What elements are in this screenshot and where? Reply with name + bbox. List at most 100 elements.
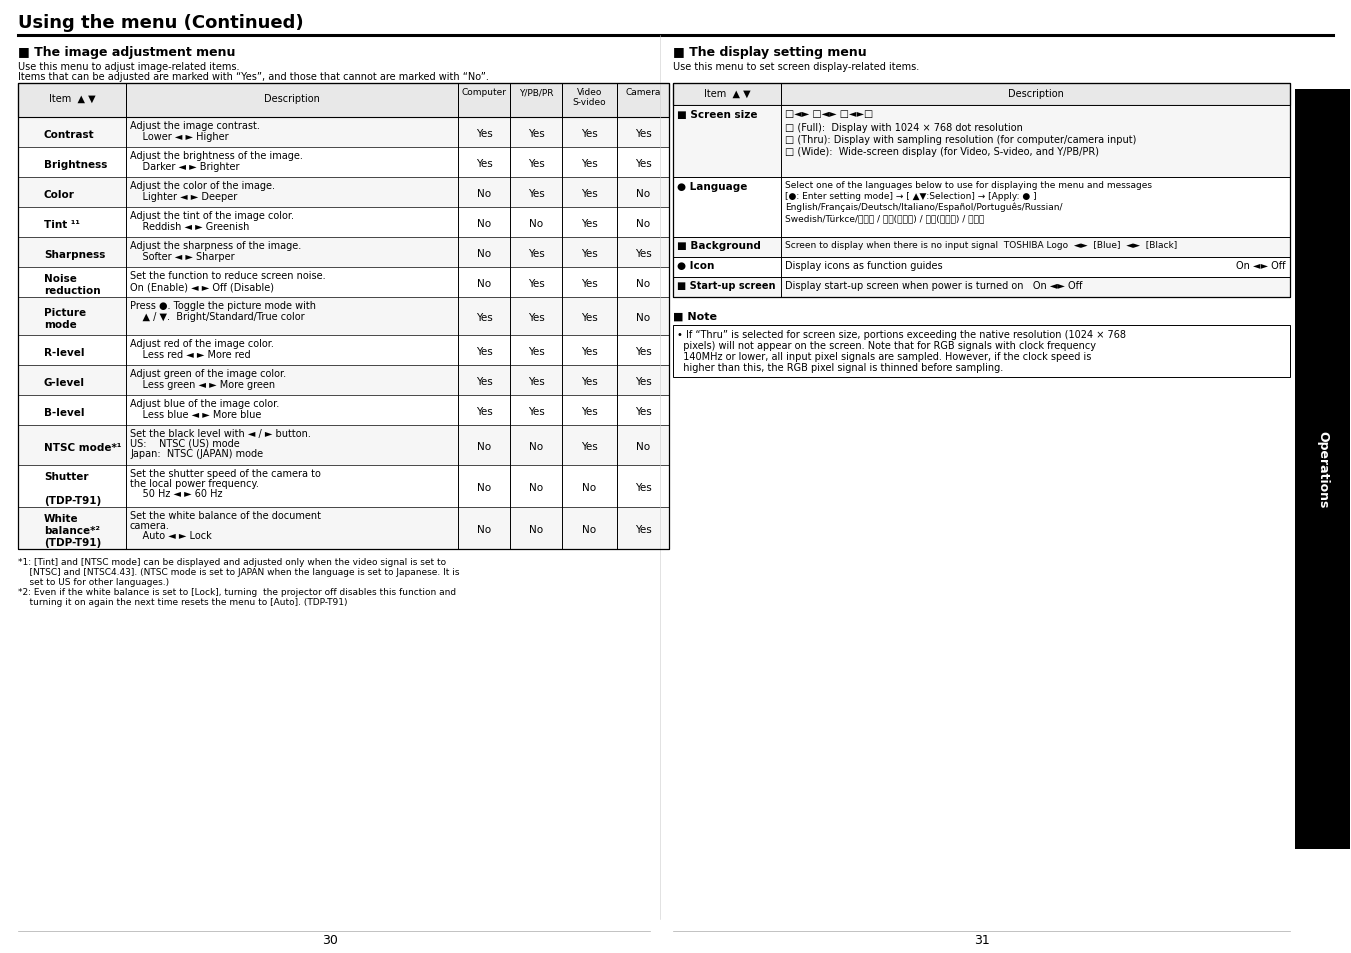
Text: Video
S-video: Video S-video — [573, 88, 607, 108]
Text: (TDP-T91): (TDP-T91) — [45, 496, 101, 505]
Text: Adjust the image contrast.: Adjust the image contrast. — [130, 121, 259, 131]
Text: Description: Description — [263, 94, 320, 104]
Text: ▲ / ▼.  Bright/Standard/True color: ▲ / ▼. Bright/Standard/True color — [130, 312, 304, 322]
Bar — [18, 268, 669, 297]
Text: Set the shutter speed of the camera to: Set the shutter speed of the camera to — [130, 469, 322, 478]
Text: reduction: reduction — [45, 286, 100, 295]
Text: No: No — [530, 524, 543, 535]
Text: Yes: Yes — [581, 313, 598, 323]
Text: Yes: Yes — [635, 407, 651, 416]
Text: Yes: Yes — [528, 249, 544, 258]
Text: G-level: G-level — [45, 377, 85, 388]
Text: NTSC mode*¹: NTSC mode*¹ — [45, 442, 122, 453]
Text: Press ●. Toggle the picture mode with: Press ●. Toggle the picture mode with — [130, 301, 316, 311]
Text: No: No — [582, 524, 597, 535]
Text: Less red ◄ ► More red: Less red ◄ ► More red — [130, 350, 251, 359]
Text: turning it on again the next time resets the menu to [Auto]. (TDP-T91): turning it on again the next time resets… — [18, 598, 347, 606]
Text: Set the black level with ◄ / ► button.: Set the black level with ◄ / ► button. — [130, 429, 311, 438]
Text: Computer: Computer — [462, 88, 507, 97]
Text: Yes: Yes — [476, 407, 492, 416]
Text: Adjust the tint of the image color.: Adjust the tint of the image color. — [130, 211, 295, 221]
Text: □ (Full):  Display with 1024 × 768 dot resolution: □ (Full): Display with 1024 × 768 dot re… — [785, 123, 1023, 132]
Text: 30: 30 — [322, 933, 338, 946]
Text: No: No — [636, 278, 650, 289]
Text: Using the menu (Continued): Using the menu (Continued) — [18, 14, 304, 32]
Text: Y/PB/PR: Y/PB/PR — [519, 88, 554, 97]
Text: Lighter ◄ ► Deeper: Lighter ◄ ► Deeper — [130, 192, 238, 202]
Text: Swedish/Türkce/日本語 / 中文(简体字) / 中文(繁體字) / 한국어: Swedish/Türkce/日本語 / 中文(简体字) / 中文(繁體字) /… — [785, 213, 985, 223]
Text: Screen to display when there is no input signal  TOSHIBA Logo  ◄►  [Blue]  ◄►  [: Screen to display when there is no input… — [785, 241, 1177, 250]
Text: No: No — [636, 313, 650, 323]
Text: Item  ▲ ▼: Item ▲ ▼ — [704, 89, 750, 99]
Text: Display icons as function guides: Display icons as function guides — [785, 261, 943, 271]
Text: White: White — [45, 514, 78, 523]
Bar — [18, 178, 669, 208]
Text: the local power frequency.: the local power frequency. — [130, 478, 259, 489]
Text: Shutter: Shutter — [45, 472, 89, 481]
Text: No: No — [636, 219, 650, 229]
Text: Select one of the languages below to use for displaying the menu and messages: Select one of the languages below to use… — [785, 181, 1152, 190]
Text: Yes: Yes — [635, 129, 651, 139]
Text: Yes: Yes — [635, 347, 651, 356]
Text: pixels) will not appear on the screen. Note that for RGB signals with clock freq: pixels) will not appear on the screen. N… — [677, 340, 1096, 351]
Text: Yes: Yes — [581, 189, 598, 199]
Text: set to US for other languages.): set to US for other languages.) — [18, 578, 169, 586]
Text: Set the white balance of the document: Set the white balance of the document — [130, 511, 322, 520]
Text: □ (Wide):  Wide-screen display (for Video, S-video, and Y/PB/PR): □ (Wide): Wide-screen display (for Video… — [785, 147, 1098, 157]
Text: Set the function to reduce screen noise.: Set the function to reduce screen noise. — [130, 271, 326, 281]
Text: Yes: Yes — [528, 313, 544, 323]
Text: ● Icon: ● Icon — [677, 261, 715, 271]
Text: No: No — [477, 441, 490, 452]
Text: No: No — [636, 189, 650, 199]
Text: Yes: Yes — [476, 313, 492, 323]
Text: □ (Thru): Display with sampling resolution (for computer/camera input): □ (Thru): Display with sampling resoluti… — [785, 135, 1136, 145]
Text: Yes: Yes — [528, 159, 544, 169]
Text: Auto ◄ ► Lock: Auto ◄ ► Lock — [130, 531, 212, 540]
Text: Yes: Yes — [635, 249, 651, 258]
Text: R-level: R-level — [45, 348, 85, 357]
Text: balance*²: balance*² — [45, 525, 100, 536]
Text: [NTSC] and [NTSC4.43]. (NTSC mode is set to JAPAN when the language is set to Ja: [NTSC] and [NTSC4.43]. (NTSC mode is set… — [18, 567, 459, 577]
Text: Yes: Yes — [476, 376, 492, 387]
Bar — [673, 237, 1290, 257]
Bar — [673, 84, 1290, 106]
Text: Use this menu to adjust image-related items.: Use this menu to adjust image-related it… — [18, 62, 239, 71]
Text: ■ Start-up screen: ■ Start-up screen — [677, 281, 775, 291]
Text: ● Language: ● Language — [677, 182, 747, 192]
Text: Display start-up screen when power is turned on   On ◄► Off: Display start-up screen when power is tu… — [785, 281, 1082, 291]
Text: Yes: Yes — [581, 441, 598, 452]
Text: Yes: Yes — [635, 482, 651, 493]
Text: Darker ◄ ► Brighter: Darker ◄ ► Brighter — [130, 162, 239, 172]
Text: Yes: Yes — [528, 347, 544, 356]
Text: *1: [Tint] and [NTSC mode] can be displayed and adjusted only when the video sig: *1: [Tint] and [NTSC mode] can be displa… — [18, 558, 446, 566]
Text: No: No — [477, 219, 490, 229]
Bar — [18, 148, 669, 178]
Text: Lower ◄ ► Higher: Lower ◄ ► Higher — [130, 132, 228, 142]
Text: Less blue ◄ ► More blue: Less blue ◄ ► More blue — [130, 410, 261, 419]
Text: Yes: Yes — [581, 407, 598, 416]
Text: Yes: Yes — [581, 278, 598, 289]
Bar — [18, 426, 669, 465]
Text: 31: 31 — [974, 933, 989, 946]
Text: Yes: Yes — [528, 376, 544, 387]
Text: No: No — [477, 189, 490, 199]
Bar — [18, 366, 669, 395]
Bar — [18, 84, 669, 550]
Text: Yes: Yes — [581, 129, 598, 139]
Bar — [18, 84, 669, 118]
Text: ■ The display setting menu: ■ The display setting menu — [673, 46, 866, 59]
Text: Yes: Yes — [476, 347, 492, 356]
Text: Brightness: Brightness — [45, 160, 107, 170]
Bar — [18, 507, 669, 550]
Text: [●: Enter setting mode] → [ ▲▼:Selection] → [Apply: ● ]: [●: Enter setting mode] → [ ▲▼:Selection… — [785, 192, 1036, 201]
Text: Adjust the brightness of the image.: Adjust the brightness of the image. — [130, 151, 303, 161]
Text: No: No — [477, 524, 490, 535]
Text: ■ The image adjustment menu: ■ The image adjustment menu — [18, 46, 235, 59]
Text: Yes: Yes — [581, 159, 598, 169]
Text: Contrast: Contrast — [45, 130, 95, 140]
Bar — [18, 208, 669, 237]
Text: B-level: B-level — [45, 408, 85, 417]
Bar — [18, 465, 669, 507]
Text: higher than this, the RGB pixel signal is thinned before sampling.: higher than this, the RGB pixel signal i… — [677, 363, 1004, 373]
Text: No: No — [582, 482, 597, 493]
